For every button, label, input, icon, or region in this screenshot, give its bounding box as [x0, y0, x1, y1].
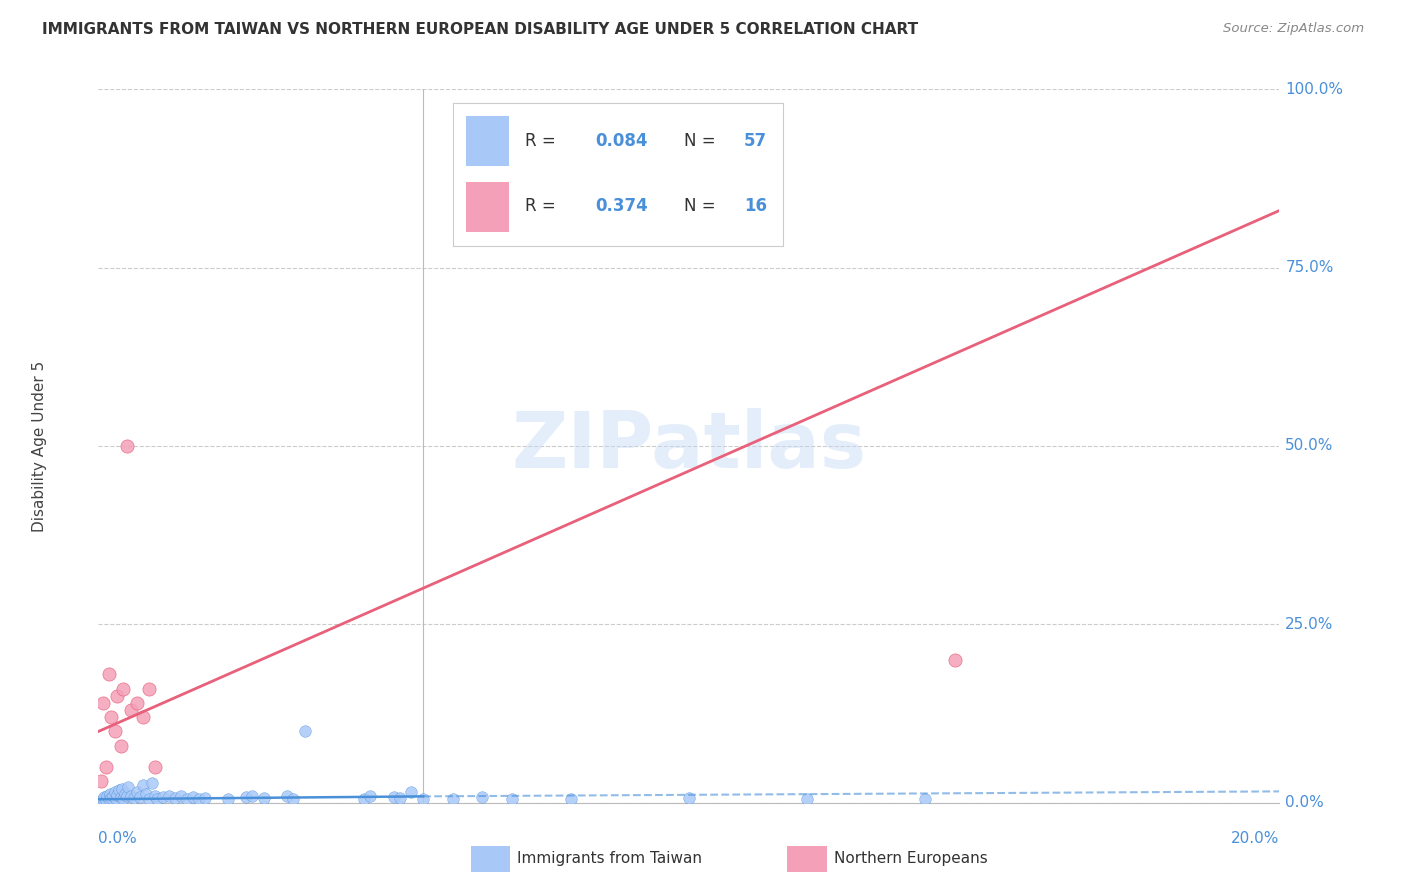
- Point: [105, 689, 128, 703]
- Point: [103, 789, 125, 804]
- Point: [294, 724, 316, 739]
- Point: [353, 792, 375, 806]
- Text: Source: ZipAtlas.com: Source: ZipAtlas.com: [1223, 22, 1364, 36]
- Point: [110, 739, 132, 753]
- Point: [135, 787, 157, 801]
- Point: [235, 790, 257, 805]
- Point: [141, 776, 163, 790]
- Point: [105, 788, 128, 802]
- Point: [125, 696, 148, 710]
- Point: [283, 791, 305, 805]
- Point: [122, 790, 145, 805]
- Point: [388, 790, 411, 805]
- Point: [217, 791, 239, 805]
- Point: [91, 696, 114, 710]
- Text: 100.0%: 100.0%: [1285, 82, 1343, 96]
- Point: [91, 792, 114, 806]
- Text: Northern Europeans: Northern Europeans: [834, 852, 987, 866]
- Point: [401, 785, 423, 799]
- Point: [120, 789, 142, 803]
- Point: [125, 785, 148, 799]
- Point: [115, 439, 138, 453]
- Point: [94, 793, 117, 807]
- Point: [104, 785, 127, 799]
- Point: [157, 789, 180, 803]
- Point: [96, 789, 118, 803]
- Point: [441, 792, 464, 806]
- Point: [471, 790, 494, 805]
- Point: [108, 783, 131, 797]
- Point: [187, 792, 209, 806]
- Point: [412, 791, 434, 805]
- Point: [104, 724, 127, 739]
- Point: [100, 710, 122, 724]
- Text: 0.0%: 0.0%: [1285, 796, 1324, 810]
- Point: [120, 703, 142, 717]
- Point: [112, 791, 135, 805]
- Point: [194, 790, 217, 805]
- Point: [100, 790, 122, 805]
- Point: [105, 792, 128, 806]
- Point: [276, 789, 298, 804]
- Point: [253, 790, 276, 805]
- Point: [138, 791, 160, 805]
- Point: [98, 787, 121, 801]
- Text: Immigrants from Taiwan: Immigrants from Taiwan: [517, 852, 703, 866]
- Point: [152, 790, 174, 805]
- Point: [382, 790, 405, 805]
- Text: 75.0%: 75.0%: [1285, 260, 1334, 275]
- Text: 20.0%: 20.0%: [1232, 831, 1279, 847]
- Point: [132, 710, 155, 724]
- Point: [359, 789, 381, 803]
- Point: [117, 780, 139, 794]
- Text: ZIPatlas: ZIPatlas: [512, 408, 866, 484]
- Point: [181, 790, 204, 805]
- Point: [143, 760, 166, 774]
- Point: [914, 792, 936, 806]
- Point: [114, 787, 136, 801]
- Point: [170, 789, 193, 804]
- Point: [90, 774, 112, 789]
- Point: [143, 789, 166, 803]
- Point: [176, 791, 198, 805]
- Text: 50.0%: 50.0%: [1285, 439, 1334, 453]
- Point: [165, 790, 187, 805]
- Point: [93, 790, 115, 805]
- Point: [110, 790, 132, 805]
- Point: [128, 790, 150, 805]
- Point: [115, 789, 138, 804]
- Text: IMMIGRANTS FROM TAIWAN VS NORTHERN EUROPEAN DISABILITY AGE UNDER 5 CORRELATION C: IMMIGRANTS FROM TAIWAN VS NORTHERN EUROP…: [42, 22, 918, 37]
- Point: [138, 681, 160, 696]
- Point: [943, 653, 966, 667]
- Text: Disability Age Under 5: Disability Age Under 5: [32, 360, 46, 532]
- Point: [98, 667, 121, 681]
- Point: [132, 778, 155, 792]
- Point: [678, 790, 700, 805]
- Text: 25.0%: 25.0%: [1285, 617, 1334, 632]
- Point: [501, 791, 523, 805]
- Point: [112, 681, 135, 696]
- Point: [240, 789, 263, 803]
- Point: [560, 792, 582, 806]
- Point: [90, 794, 112, 808]
- Point: [98, 791, 121, 805]
- Point: [111, 781, 134, 796]
- Point: [146, 792, 169, 806]
- Point: [796, 791, 818, 805]
- Point: [94, 760, 117, 774]
- Text: 0.0%: 0.0%: [98, 831, 138, 847]
